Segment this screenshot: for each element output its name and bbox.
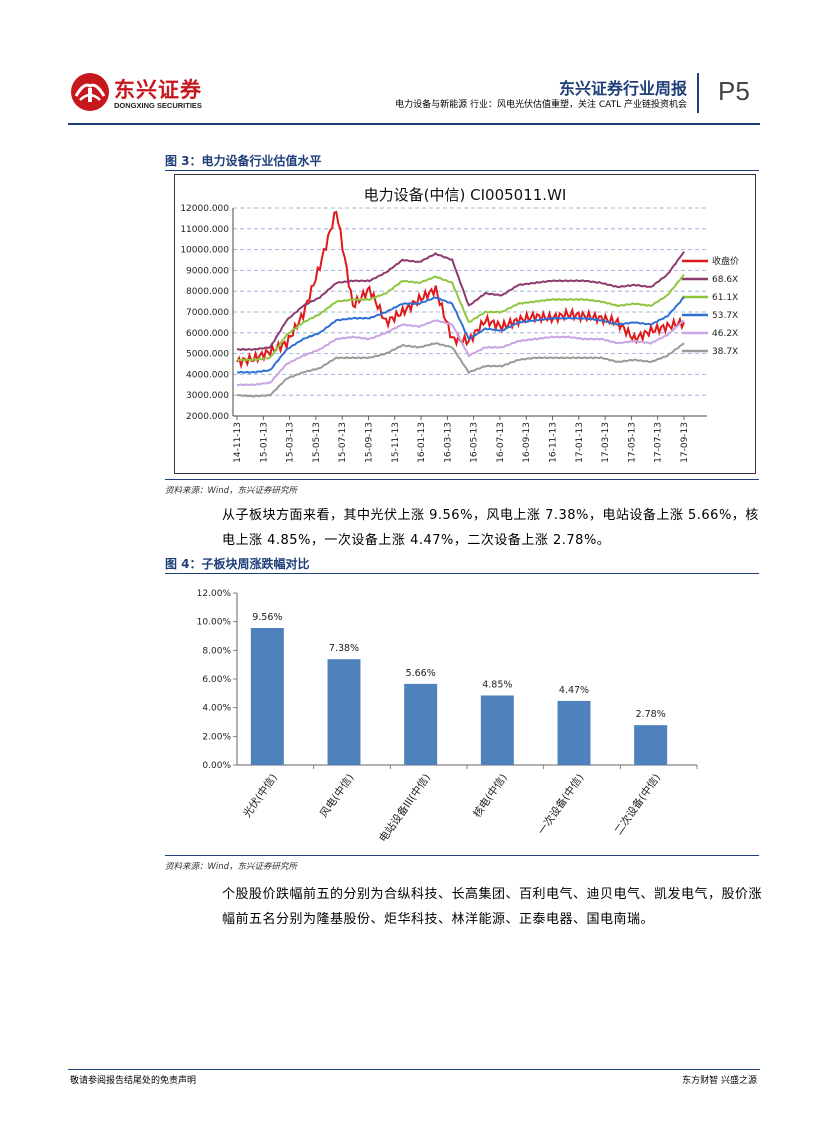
chart1-x-tick-label: 15-01-13	[259, 422, 269, 463]
chart1-x-tick-label: 17-03-13	[601, 422, 611, 463]
chart2-category-label: 二次设备(中信)	[612, 771, 663, 837]
chart2-category-label: 一次设备(中信)	[535, 771, 586, 837]
chart1-x-tick-label: 15-03-13	[286, 422, 296, 463]
chart2-data-label: 7.38%	[329, 643, 359, 654]
chart2-y-tick-label: 6.00%	[202, 675, 231, 685]
chart1-x-tick-label: 17-05-13	[627, 422, 637, 463]
figure4-source: 资料来源：Wind，东兴证券研究所	[165, 862, 298, 872]
chart2-bar	[557, 700, 591, 765]
page-header: 东兴证券 DONGXING SECURITIES 东兴证券行业周报 电力设备与新…	[0, 0, 827, 130]
chart1-y-tick-label: 9000.000	[186, 266, 229, 276]
chart2-y-tick-label: 8.00%	[202, 646, 231, 656]
figure3-title: 图 3：电力设备行业估值水平	[165, 154, 322, 168]
logo-text-cn: 东兴证券	[114, 78, 202, 102]
chart2-data-label: 4.85%	[482, 679, 512, 690]
chart1-x-tick-label: 15-07-13	[338, 422, 348, 463]
chart1-x-tick-label: 17-09-13	[680, 422, 690, 463]
chart1-series-line-5	[236, 319, 685, 387]
report-title: 东兴证券行业周报	[558, 79, 687, 98]
chart1-legend-label: 38.7X	[712, 347, 738, 357]
stocks-paragraph: 个股股价跌幅前五的分别为合纵科技、长高集团、百利电气、迪贝电气、凯发电气，股价涨…	[222, 887, 763, 927]
chart1-series-line-6	[236, 342, 685, 398]
chart1-x-tick-label: 16-07-13	[496, 422, 506, 463]
chart1-x-tick-label: 15-11-13	[391, 422, 401, 463]
chart2-bar	[250, 627, 284, 765]
logo-text-en: DONGXING SECURITIES	[114, 101, 202, 110]
chart1-series-line-3	[236, 273, 685, 362]
chart1-legend-label: 53.7X	[712, 311, 738, 321]
valuation-line-chart: 电力设备(中信) CI005011.WI 2000.000 3000.000 4000…	[180, 186, 739, 463]
chart2-y-tick-label: 2.00%	[202, 732, 231, 742]
chart1-y-tick-label: 12000.000	[180, 204, 229, 214]
chart1-x-tick-label: 16-03-13	[443, 422, 453, 463]
chart1-x-tick-label: 15-05-13	[312, 422, 322, 463]
disclaimer-note: 敬请参阅报告结尾处的免责声明	[70, 1076, 197, 1086]
chart1-x-tick-label: 16-09-13	[522, 422, 532, 463]
chart2-data-label: 2.78%	[636, 709, 666, 720]
footer-rule	[68, 1069, 760, 1070]
chart2-y-tick-label: 10.00%	[197, 618, 232, 628]
header-rule	[68, 123, 760, 125]
chart1-y-tick-label: 2000.000	[186, 412, 229, 422]
valuation-chart-frame: 电力设备(中信) CI005011.WI 2000.000 3000.000 4000…	[174, 174, 756, 474]
dongxing-logo-icon	[71, 73, 109, 111]
chart1-x-tick-label: 17-01-13	[575, 422, 585, 463]
chart1-y-tick-label: 4000.000	[186, 370, 229, 380]
chart2-y-tick-label: 12.00%	[197, 589, 232, 599]
chart1-series-line-4	[236, 296, 685, 374]
figure4-title: 图 4：子板块周涨跌幅对比	[165, 557, 310, 571]
report-subtitle: 电力设备与新能源 行业：风电光伏估值重塑，关注 CATL 产业链投资机会	[395, 100, 687, 110]
chart1-title: 电力设备(中信) CI005011.WI	[364, 186, 567, 204]
subsector-paragraph: 从子板块方面来看，其中光伏上涨 9.56%，风电上涨 7.38%，电站设备上涨 …	[222, 508, 759, 548]
chart1-x-tick-label: 14-11-13	[233, 422, 243, 463]
chart2-bar	[480, 695, 514, 765]
chart2-data-label: 5.66%	[406, 668, 436, 679]
chart2-category-label: 风电(中信)	[317, 771, 356, 820]
chart1-y-tick-label: 3000.000	[186, 391, 229, 401]
chart1-y-tick-label: 10000.000	[180, 246, 229, 256]
figure3-bottom-rule	[165, 479, 759, 480]
chart1-x-tick-label: 16-11-13	[549, 422, 559, 463]
footer-slogan: 东方财智 兴盛之源	[682, 1076, 757, 1086]
chart1-series-line-2	[236, 251, 685, 351]
chart1-x-tick-label: 15-09-13	[364, 422, 374, 463]
page-number: P5	[718, 76, 750, 106]
chart2-category-label: 核电(中信)	[470, 771, 509, 820]
chart2-category-label: 电站设备III(中信)	[376, 771, 433, 844]
chart1-y-tick-label: 7000.000	[186, 308, 229, 318]
figure4-bottom-rule	[165, 855, 759, 856]
chart1-x-tick-label: 16-05-13	[470, 422, 480, 463]
chart1-x-tick-label: 17-07-13	[654, 422, 664, 463]
chart2-data-label: 9.56%	[252, 612, 282, 623]
figure4-top-rule	[165, 573, 759, 574]
chart2-bar	[634, 725, 668, 765]
chart1-y-tick-label: 6000.000	[186, 329, 229, 339]
subsector-bar-chart: 0.00% 2.00% 4.00% 6.00% 8.00% 10.00% 12.00% 9.5…	[197, 589, 698, 845]
chart2-y-tick-label: 4.00%	[202, 704, 231, 714]
chart2-category-label: 光伏(中信)	[240, 771, 279, 820]
chart1-legend-label: 61.1X	[712, 293, 738, 303]
chart1-x-tick-label: 16-01-13	[417, 422, 427, 463]
figure3-source: 资料来源：Wind，东兴证券研究所	[165, 486, 298, 496]
figure3-top-rule	[165, 170, 759, 171]
chart2-bar	[327, 659, 361, 765]
chart1-y-tick-label: 11000.000	[180, 225, 229, 235]
chart2-y-tick-label: 0.00%	[202, 761, 231, 771]
chart1-legend-label: 68.6X	[712, 275, 738, 285]
chart2-data-label: 4.47%	[559, 685, 589, 696]
chart1-y-tick-label: 8000.000	[186, 287, 229, 297]
header-divider	[697, 73, 699, 113]
chart1-legend-label: 46.2X	[712, 329, 738, 339]
chart1-legend-label: 收盘价	[712, 255, 739, 267]
chart1-y-tick-label: 5000.000	[186, 350, 229, 360]
chart2-bar	[404, 683, 438, 765]
